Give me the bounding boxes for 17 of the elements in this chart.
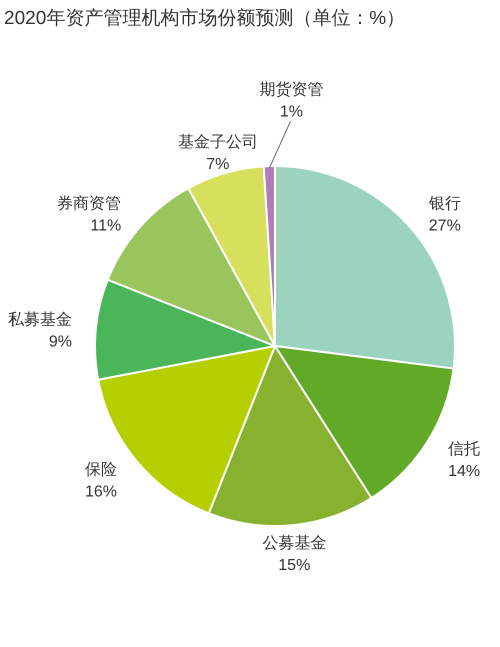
data-label: 16% [85,484,118,501]
data-label: 9% [48,334,72,351]
slice-label: 基金子公司 [178,133,258,152]
slice-label: 期货资管 [259,80,324,99]
data-label: 1% [280,104,304,121]
data-label: 15% [278,557,310,574]
slice-label: 银行 [428,195,461,212]
slice-label: 信托 [448,440,480,458]
data-label: 7% [206,156,230,174]
slice-label: 公募基金 [262,534,326,552]
slice-label: 私募基金 [8,310,72,329]
data-label: 14% [448,462,480,480]
chart-title: 2020年资产管理机构市场份额预测（单位：%） [4,7,406,29]
data-label: 11% [90,217,122,234]
slice-label: 券商资管 [57,194,122,212]
data-label: 27% [428,217,461,234]
slice-label: 保险 [85,462,118,479]
